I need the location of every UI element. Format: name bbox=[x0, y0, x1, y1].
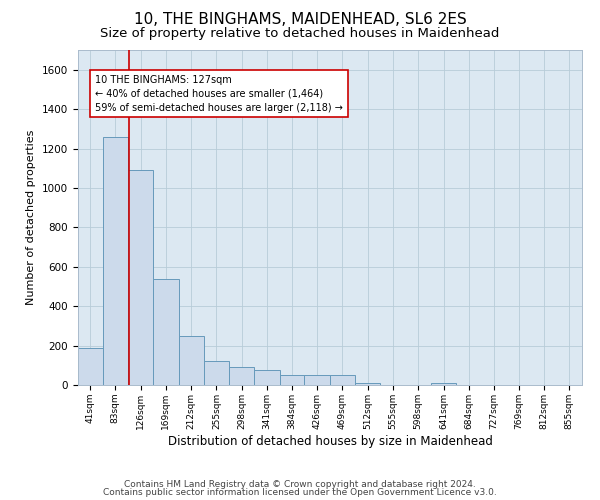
Bar bbox=[153, 278, 179, 385]
Bar bbox=[254, 370, 280, 385]
Text: 10 THE BINGHAMS: 127sqm
← 40% of detached houses are smaller (1,464)
59% of semi: 10 THE BINGHAMS: 127sqm ← 40% of detache… bbox=[95, 74, 343, 112]
Bar bbox=[204, 362, 229, 385]
X-axis label: Distribution of detached houses by size in Maidenhead: Distribution of detached houses by size … bbox=[167, 434, 493, 448]
Bar bbox=[431, 383, 456, 385]
Bar bbox=[304, 375, 330, 385]
Bar bbox=[128, 170, 153, 385]
Text: Contains HM Land Registry data © Crown copyright and database right 2024.: Contains HM Land Registry data © Crown c… bbox=[124, 480, 476, 489]
Bar bbox=[330, 375, 355, 385]
Bar bbox=[103, 136, 128, 385]
Bar bbox=[280, 375, 304, 385]
Bar bbox=[355, 383, 380, 385]
Text: Size of property relative to detached houses in Maidenhead: Size of property relative to detached ho… bbox=[100, 28, 500, 40]
Bar bbox=[78, 348, 103, 385]
Text: Contains public sector information licensed under the Open Government Licence v3: Contains public sector information licen… bbox=[103, 488, 497, 497]
Bar bbox=[179, 336, 204, 385]
Text: 10, THE BINGHAMS, MAIDENHEAD, SL6 2ES: 10, THE BINGHAMS, MAIDENHEAD, SL6 2ES bbox=[134, 12, 466, 28]
Y-axis label: Number of detached properties: Number of detached properties bbox=[26, 130, 37, 305]
Bar bbox=[229, 368, 254, 385]
